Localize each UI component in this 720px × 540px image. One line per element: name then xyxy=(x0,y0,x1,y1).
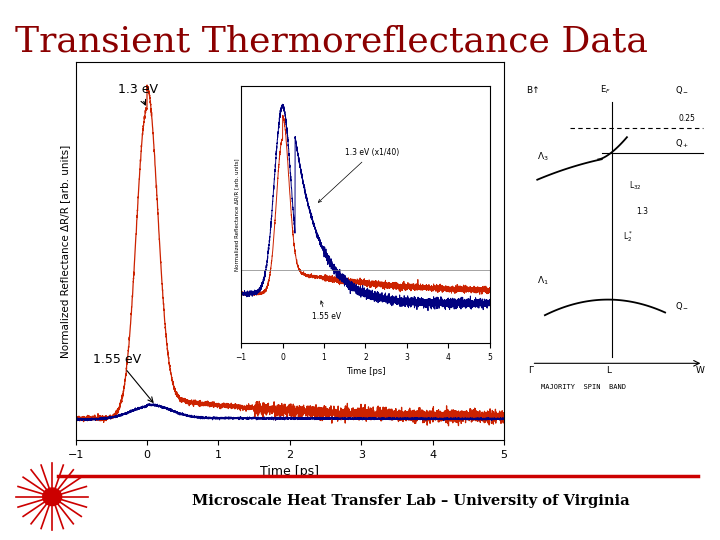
Circle shape xyxy=(42,488,62,505)
Text: 1.3 eV: 1.3 eV xyxy=(118,83,158,105)
Text: Λ$_3$: Λ$_3$ xyxy=(537,151,549,163)
Text: B↑: B↑ xyxy=(526,85,539,94)
X-axis label: Time [ps]: Time [ps] xyxy=(261,465,319,478)
Text: MAJORITY  SPIN  BAND: MAJORITY SPIN BAND xyxy=(541,384,626,390)
Text: L$^*_2$: L$^*_2$ xyxy=(623,228,633,244)
Text: E$_F$: E$_F$ xyxy=(600,84,611,96)
Text: Q$_+$: Q$_+$ xyxy=(675,138,689,150)
X-axis label: Time [ps]: Time [ps] xyxy=(346,367,385,376)
Y-axis label: Normalized Reflectance ΔR/R [arb. units]: Normalized Reflectance ΔR/R [arb. units] xyxy=(60,145,70,357)
Text: Λ$_1$: Λ$_1$ xyxy=(537,275,549,287)
Text: 1.55 eV: 1.55 eV xyxy=(312,301,341,321)
Text: Microscale Heat Transfer Lab – University of Virginia: Microscale Heat Transfer Lab – Universit… xyxy=(192,494,629,508)
Text: Q$_-$: Q$_-$ xyxy=(675,301,689,312)
Y-axis label: Normalized Reflectance ΔR/R [arb. units]: Normalized Reflectance ΔR/R [arb. units] xyxy=(235,158,240,271)
Text: 1.3: 1.3 xyxy=(636,207,649,215)
Text: L: L xyxy=(606,366,611,375)
Text: W: W xyxy=(696,366,704,375)
Text: 1.3 eV (x1/40): 1.3 eV (x1/40) xyxy=(318,148,399,202)
Text: Q$_-$: Q$_-$ xyxy=(675,84,689,96)
Text: L$_{32}$: L$_{32}$ xyxy=(629,179,642,192)
Text: 0.25: 0.25 xyxy=(678,114,696,123)
Text: Transient Thermoreflectance Data: Transient Thermoreflectance Data xyxy=(15,24,647,58)
Text: Γ: Γ xyxy=(528,366,533,375)
Text: 1.55 eV: 1.55 eV xyxy=(94,353,153,402)
